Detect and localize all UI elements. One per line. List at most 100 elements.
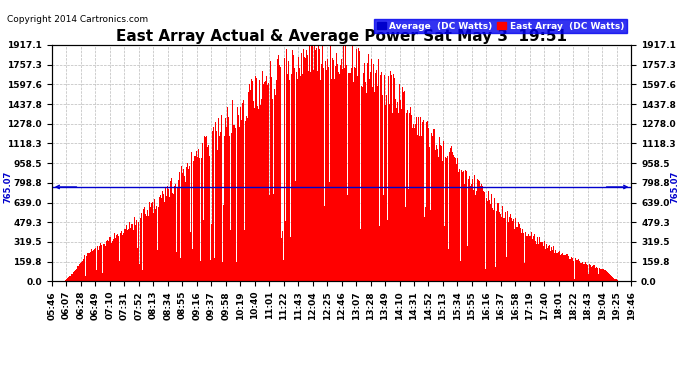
Bar bbox=[541, 244, 542, 281]
Bar bbox=[438, 138, 439, 281]
Bar bbox=[516, 227, 518, 281]
Bar bbox=[274, 89, 275, 281]
Bar bbox=[229, 136, 230, 281]
Bar bbox=[167, 186, 168, 281]
Bar bbox=[143, 270, 144, 281]
Bar bbox=[451, 146, 452, 281]
Bar bbox=[474, 184, 475, 281]
Bar bbox=[174, 192, 175, 281]
Bar bbox=[600, 269, 601, 281]
Bar bbox=[375, 73, 376, 281]
Bar bbox=[90, 252, 91, 281]
Bar bbox=[109, 237, 110, 281]
Bar bbox=[73, 272, 75, 281]
Bar bbox=[395, 99, 396, 281]
Bar bbox=[439, 157, 440, 281]
Bar bbox=[448, 249, 449, 281]
Bar bbox=[246, 116, 247, 281]
Bar bbox=[75, 270, 76, 281]
Bar bbox=[577, 260, 578, 281]
Bar bbox=[547, 248, 548, 281]
Bar bbox=[222, 118, 224, 281]
Bar bbox=[217, 150, 218, 281]
Bar bbox=[326, 70, 327, 281]
Bar bbox=[390, 86, 391, 281]
Bar bbox=[357, 76, 358, 281]
Bar bbox=[126, 225, 127, 281]
Bar bbox=[288, 61, 289, 281]
Bar bbox=[70, 275, 72, 281]
Bar bbox=[259, 80, 260, 281]
Bar bbox=[240, 114, 241, 281]
Bar bbox=[98, 250, 99, 281]
Bar bbox=[582, 262, 583, 281]
Bar bbox=[501, 217, 502, 281]
Bar bbox=[137, 248, 138, 281]
Bar bbox=[274, 58, 275, 281]
Bar bbox=[237, 231, 239, 281]
Bar bbox=[372, 69, 373, 281]
Bar bbox=[608, 273, 609, 281]
Bar bbox=[435, 150, 436, 281]
Bar bbox=[586, 265, 588, 281]
Bar bbox=[483, 191, 484, 281]
Bar bbox=[185, 182, 186, 281]
Bar bbox=[163, 191, 164, 281]
Bar bbox=[460, 261, 461, 281]
Bar bbox=[201, 158, 202, 281]
Bar bbox=[596, 268, 598, 281]
Bar bbox=[340, 65, 341, 281]
Bar bbox=[226, 134, 228, 281]
Bar bbox=[379, 59, 380, 281]
Bar bbox=[426, 134, 428, 281]
Bar bbox=[171, 178, 172, 281]
Bar bbox=[280, 67, 282, 281]
Bar bbox=[606, 270, 607, 281]
Bar bbox=[586, 264, 587, 281]
Bar bbox=[202, 143, 203, 281]
Bar bbox=[567, 254, 568, 281]
Bar bbox=[197, 158, 198, 281]
Bar bbox=[115, 238, 116, 281]
Bar bbox=[609, 274, 610, 281]
Bar bbox=[585, 262, 586, 281]
Bar bbox=[563, 255, 564, 281]
Bar bbox=[149, 202, 150, 281]
Bar bbox=[158, 198, 159, 281]
Bar bbox=[429, 132, 431, 281]
Bar bbox=[203, 160, 204, 281]
Bar bbox=[518, 222, 519, 281]
Bar bbox=[213, 128, 214, 281]
Bar bbox=[339, 75, 340, 281]
Bar bbox=[500, 214, 501, 281]
Bar bbox=[414, 128, 415, 281]
Bar bbox=[316, 48, 317, 281]
Bar bbox=[420, 117, 421, 281]
Bar bbox=[286, 49, 287, 281]
Bar bbox=[225, 128, 226, 281]
Bar bbox=[456, 175, 457, 281]
Bar bbox=[329, 45, 330, 281]
Bar bbox=[105, 246, 106, 281]
Text: 765.07: 765.07 bbox=[670, 171, 680, 203]
Bar bbox=[322, 45, 323, 281]
Bar bbox=[296, 81, 297, 281]
Bar bbox=[458, 172, 459, 281]
Bar bbox=[315, 50, 316, 281]
Bar bbox=[307, 55, 308, 281]
Bar bbox=[410, 107, 411, 281]
Bar bbox=[292, 225, 293, 281]
Bar bbox=[526, 237, 527, 281]
Bar bbox=[614, 278, 615, 281]
Bar bbox=[160, 195, 161, 281]
Bar bbox=[352, 78, 353, 281]
Bar bbox=[268, 83, 269, 281]
Bar bbox=[477, 179, 478, 281]
Bar bbox=[344, 68, 345, 281]
Bar bbox=[434, 150, 435, 281]
Bar bbox=[230, 251, 232, 281]
Bar bbox=[516, 224, 517, 281]
Bar bbox=[576, 260, 577, 281]
Bar bbox=[173, 194, 174, 281]
Bar bbox=[374, 92, 375, 281]
